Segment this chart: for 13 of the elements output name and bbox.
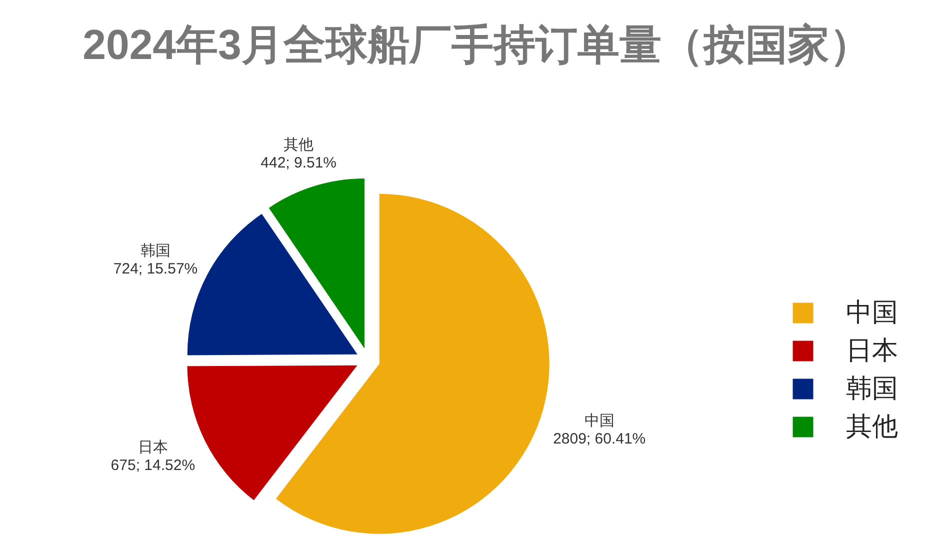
data-label: 442; 9.51%: [260, 154, 337, 172]
data-label: 724; 15.57%: [113, 260, 198, 278]
data-label: 2809; 60.41%: [553, 430, 646, 448]
legend-label: 韩国: [846, 374, 898, 403]
legend-label: 其他: [846, 412, 898, 441]
slice-label: 其他: [284, 136, 314, 154]
legend-label: 中国: [846, 298, 898, 327]
slice-label: 韩国: [140, 242, 171, 260]
chart-title: 2024年3月全球船厂手持订单量（按国家）: [82, 21, 872, 68]
legend-label: 日本: [846, 336, 898, 365]
data-label: 675; 14.52%: [110, 457, 196, 474]
slice-label: 中国: [584, 412, 614, 430]
slice-label: 日本: [138, 439, 168, 456]
